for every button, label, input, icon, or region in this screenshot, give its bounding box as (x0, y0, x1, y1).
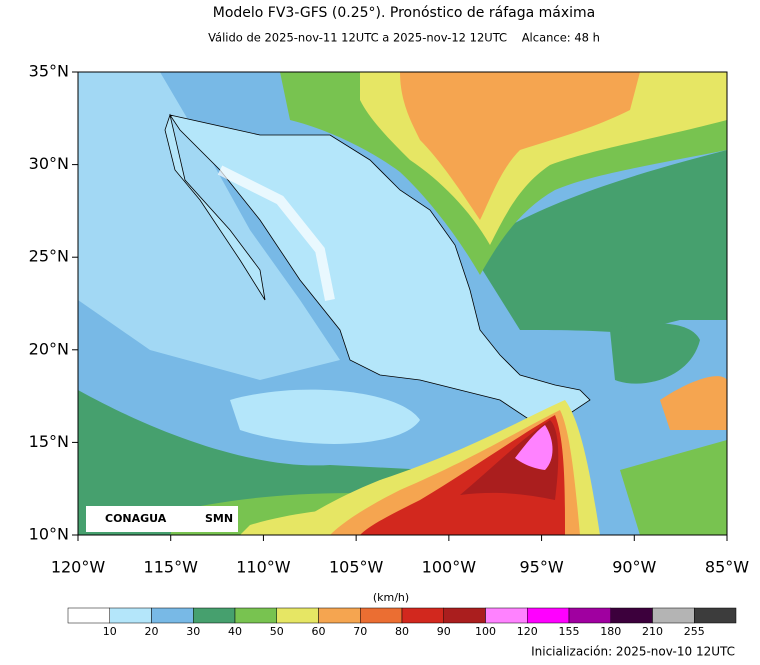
lat-label: 20°N (29, 339, 69, 358)
colorbar-box (360, 607, 403, 624)
colorbar-label: 155 (559, 625, 580, 638)
colorbar-label: 40 (228, 625, 242, 638)
colorbar-box (652, 607, 695, 624)
lat-label: 30°N (29, 154, 69, 173)
green-area (620, 440, 727, 535)
colorbar-box (234, 607, 277, 624)
lon-label: 95°W (519, 558, 563, 577)
lat-label: 10°N (29, 525, 69, 544)
logo-box (86, 506, 238, 532)
colorbar-box (610, 607, 653, 624)
lon-label: 100°W (422, 558, 477, 577)
colorbar-box (401, 607, 444, 624)
colorbar-box (67, 607, 110, 624)
footer: Inicialización: 2025-nov-10 12UTC (531, 645, 735, 659)
colorbar-box (109, 607, 152, 624)
jet-pink (515, 425, 553, 470)
colorbar-box (276, 607, 319, 624)
map-frame (77, 71, 728, 536)
orange-area (660, 376, 727, 430)
lat-label: 15°N (29, 432, 69, 451)
colorbar-label: 50 (270, 625, 284, 638)
light-area (78, 72, 340, 380)
colorbar-label: 10 (103, 625, 117, 638)
colorbar-label: 70 (353, 625, 367, 638)
land-orange (400, 72, 640, 220)
colorbar-label: 120 (517, 625, 538, 638)
colorbar-box (485, 607, 528, 624)
lat-label: 35°N (29, 62, 69, 81)
colorbar-unit: (km/h) (373, 591, 409, 604)
baja-land (164, 113, 266, 301)
lat-label: 25°N (29, 247, 69, 266)
jet-red (360, 415, 565, 535)
light-area (230, 389, 420, 444)
colorbar-box (193, 607, 236, 624)
colorbar-label: 90 (437, 625, 451, 638)
lon-label: 105°W (329, 558, 384, 577)
colorbar-label: 80 (395, 625, 409, 638)
colorbar-label: 180 (600, 625, 621, 638)
land-white (217, 165, 335, 301)
lon-label: 90°W (612, 558, 656, 577)
colorbar-label: 100 (475, 625, 496, 638)
colorbar-box (151, 607, 194, 624)
colorbar-label: 210 (642, 625, 663, 638)
mexico-land (169, 114, 591, 421)
colorbar-box (527, 607, 570, 624)
colorbar-label: 60 (312, 625, 326, 638)
subtitle: Válido de 2025-nov-11 12UTC a 2025-nov-1… (208, 31, 600, 45)
yucatan (610, 323, 700, 384)
colorbar-box (568, 607, 611, 624)
gulf-area (470, 150, 727, 350)
colorbar-box (443, 607, 486, 624)
lon-label: 115°W (144, 558, 199, 577)
lon-label: 110°W (236, 558, 291, 577)
colorbar-label: 20 (145, 625, 159, 638)
title: Modelo FV3-GFS (0.25°). Pronóstico de rá… (213, 5, 596, 21)
logo-text: SMN (205, 512, 233, 525)
colorbar-label: 30 (186, 625, 200, 638)
lon-label: 85°W (705, 558, 749, 577)
lon-label: 120°W (51, 558, 106, 577)
map-field (78, 72, 727, 535)
colorbar-label: 255 (684, 625, 705, 638)
colorbar-box (694, 607, 737, 624)
colorbar-box (318, 607, 361, 624)
logo-text: CONAGUA (105, 512, 167, 525)
